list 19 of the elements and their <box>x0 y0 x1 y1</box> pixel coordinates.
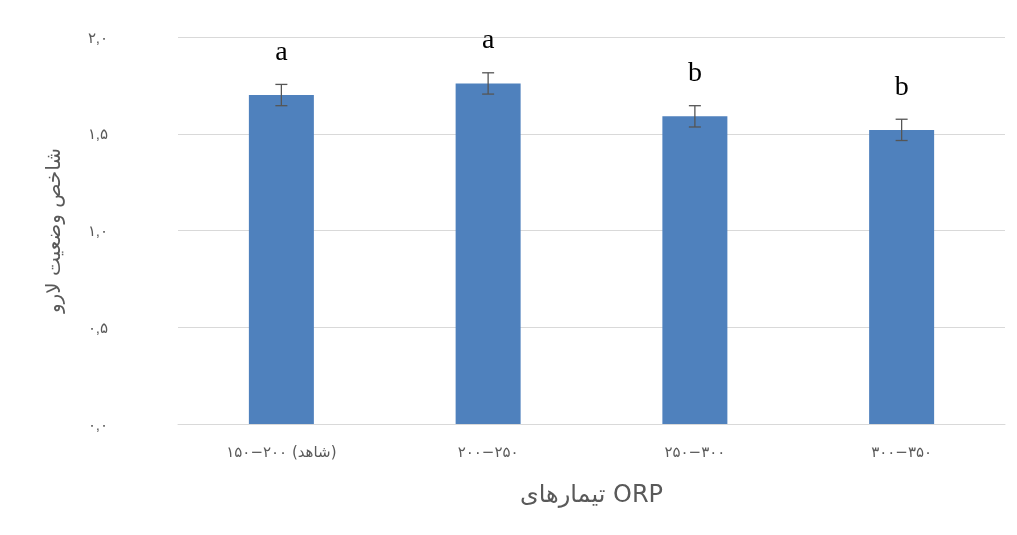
annotation: a <box>275 34 289 66</box>
x-tick-label: ۳۰۰−۳۵۰ <box>871 442 933 461</box>
y-tick-label: ۰,۰ <box>87 415 108 433</box>
x-tick-label: ۱۵۰−۲۰۰ (شاهد) <box>226 442 337 461</box>
bar <box>869 129 935 424</box>
y-tick-label: ۲,۰ <box>87 28 108 46</box>
annotation: a <box>481 23 495 55</box>
annotation: b <box>687 56 702 88</box>
y-tick-label: ۰,۵ <box>87 318 108 336</box>
bar <box>455 83 521 424</box>
x-tick-label: ۲۵۰−۳۰۰ <box>664 442 726 461</box>
y-tick-label: ۱,۵ <box>87 125 108 143</box>
y-tick-label: ۱,۰ <box>87 222 108 239</box>
bar <box>248 95 314 424</box>
x-axis-title: تیمارهای ORP <box>519 480 664 508</box>
y-axis-title: شاخص وضعیت لارو <box>41 147 65 315</box>
annotation: b <box>894 69 909 101</box>
bar <box>662 116 728 424</box>
x-tick-label: ۲۰۰−۲۵۰ <box>457 442 519 461</box>
